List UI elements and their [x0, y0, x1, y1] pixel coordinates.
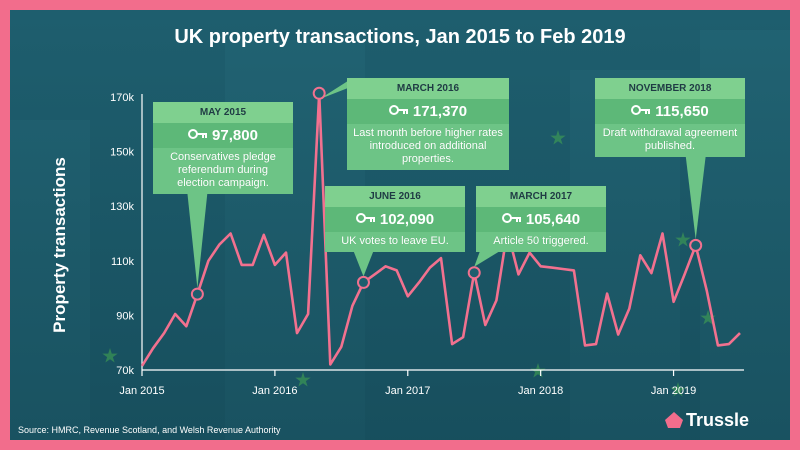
x-tick-label: Jan 2017: [385, 385, 430, 397]
background-building: [10, 120, 90, 440]
annotation-marker: [190, 287, 204, 301]
y-tick-label: 90k: [116, 310, 134, 322]
y-tick-label: 130k: [110, 201, 134, 213]
callout-month: MARCH 2017: [476, 186, 606, 207]
callout-value-row: 171,370: [347, 99, 509, 124]
callout-value-row: 102,090: [325, 207, 465, 232]
source-note: Source: HMRC, Revenue Scotland, and Wels…: [18, 425, 281, 435]
callout-month: MARCH 2016: [347, 78, 509, 99]
callout-note: Draft withdrawal agreement published.: [595, 124, 745, 157]
callout-march-2017: MARCH 2017 105,640 Article 50 triggered.: [476, 186, 606, 252]
trussle-logo-icon: [664, 411, 684, 434]
callout-value: 102,090: [379, 211, 435, 228]
y-tick-label: 150k: [110, 147, 134, 159]
callout-november-2018: NOVEMBER 2018 115,650 Draft withdrawal a…: [595, 78, 745, 157]
callout-month: MAY 2015: [153, 102, 293, 123]
annotation-marker: [312, 86, 326, 100]
callout-value-row: 115,650: [595, 99, 745, 124]
key-icon: [501, 208, 522, 233]
annotation-marker: [356, 275, 370, 289]
callout-value: 105,640: [525, 211, 581, 228]
callout-march-2016: MARCH 2016 171,370 Last month before hig…: [347, 78, 509, 170]
callout-value-row: 97,800: [153, 123, 293, 148]
key-icon: [631, 100, 651, 125]
annotation-marker: [689, 238, 703, 252]
key-icon: [388, 100, 409, 125]
callout-pointer: [474, 251, 500, 267]
callout-value: 97,800: [212, 127, 258, 144]
chart-title: UK property transactions, Jan 2015 to Fe…: [174, 26, 626, 48]
x-tick-label: Jan 2018: [518, 385, 563, 397]
chart-axes: 70k 90k 110k 130k 150k 170k Jan 2015 Jan 2016 Ja…: [110, 92, 744, 397]
key-icon: [355, 208, 376, 233]
callout-pointer: [685, 156, 706, 240]
annotation-markers: [190, 86, 703, 301]
callout-value: 115,650: [655, 103, 709, 120]
y-tick-label: 70k: [116, 365, 134, 377]
callout-value: 171,370: [412, 103, 468, 120]
callout-note: Last month before higher rates introduce…: [347, 124, 509, 170]
callout-pointer: [187, 193, 208, 289]
callout-month: JUNE 2016: [325, 186, 465, 207]
trussle-brand: Trussle: [686, 410, 750, 430]
x-tick-label: Jan 2016: [252, 385, 297, 397]
callout-note: Conservatives pledge referendum during e…: [153, 148, 293, 194]
x-tick-label: Jan 2019: [651, 385, 696, 397]
callout-note: UK votes to leave EU.: [325, 232, 465, 252]
annotation-marker: [467, 266, 481, 280]
callout-june-2016: JUNE 2016 102,090 UK votes to leave EU.: [325, 186, 465, 252]
callout-value-row: 105,640: [476, 207, 606, 232]
callout-note: Article 50 triggered.: [476, 232, 606, 252]
callout-month: NOVEMBER 2018: [595, 78, 745, 99]
callout-pointer: [353, 251, 374, 277]
y-tick-label: 170k: [110, 92, 134, 104]
key-icon: [188, 124, 208, 149]
x-tick-label: Jan 2015: [119, 385, 164, 397]
series-line: [140, 92, 741, 367]
callout-may-2015: MAY 2015 97,800 Conservatives pledge ref…: [153, 102, 293, 194]
y-tick-label: 110k: [111, 256, 135, 268]
